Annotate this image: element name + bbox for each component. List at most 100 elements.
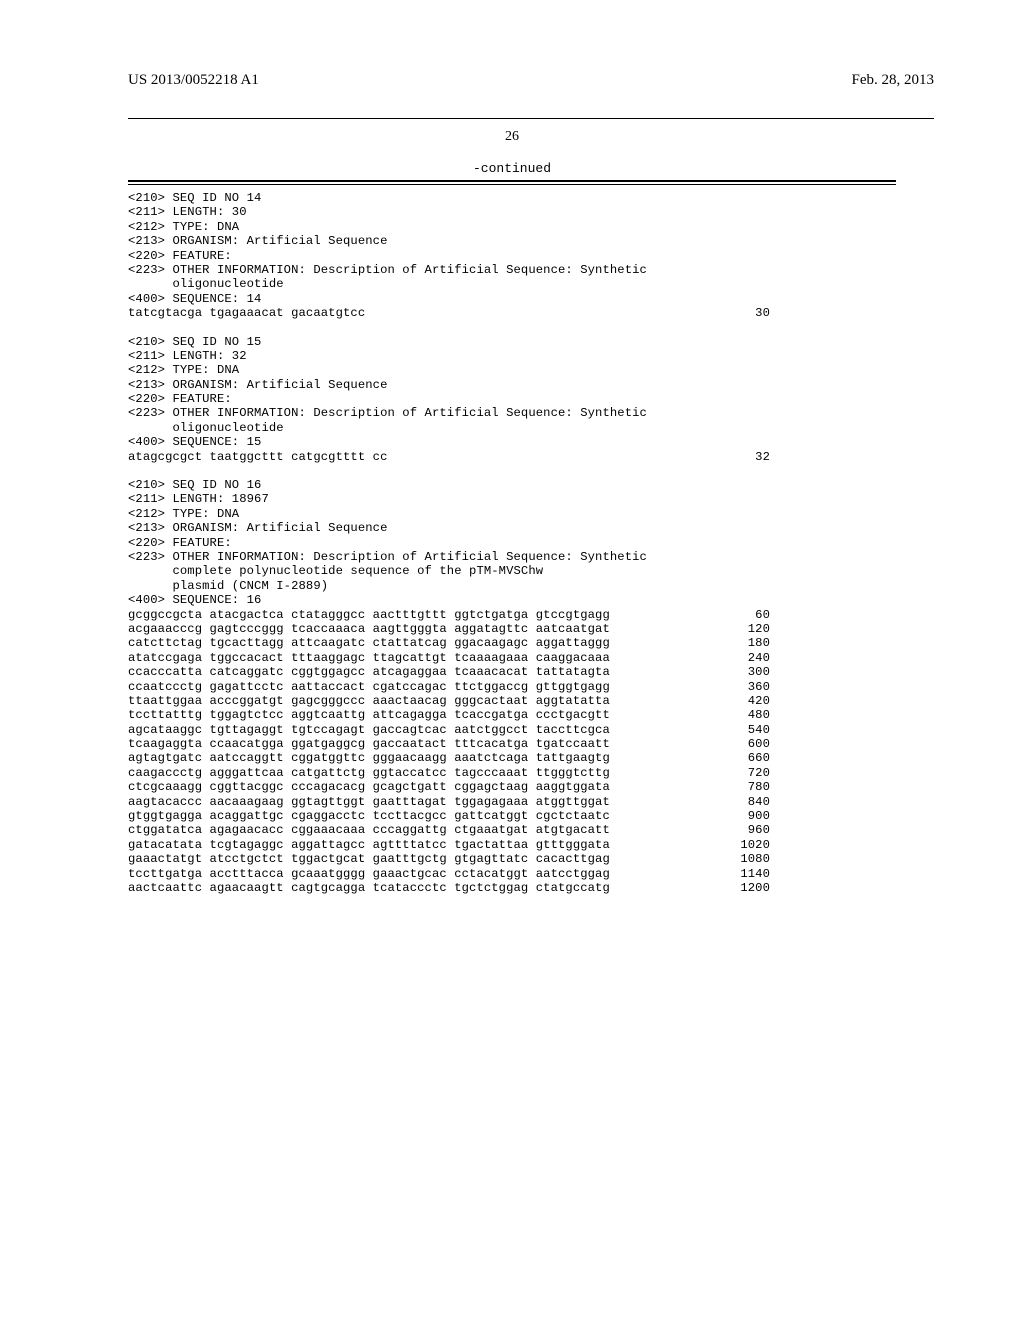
sequence-row: tatcgtacga tgagaaacat gacaatgtcc 30: [128, 306, 770, 320]
sequence-position: 480: [722, 708, 770, 722]
sequence-row: gatacatata tcgtagaggc aggattagcc agtttta…: [128, 838, 770, 852]
sequence-bases: tatcgtacga tgagaaacat gacaatgtcc: [128, 306, 365, 320]
sequence-bases: ccacccatta catcaggatc cggtggagcc atcagag…: [128, 665, 610, 679]
sequence-position: 1080: [722, 852, 770, 866]
sequence-row: tccttatttg tggagtctcc aggtcaattg attcaga…: [128, 708, 770, 722]
sequence-position: 900: [722, 809, 770, 823]
sequence-position: 120: [722, 622, 770, 636]
sequence-bases: aagtacaccc aacaaagaag ggtagttggt gaattta…: [128, 795, 610, 809]
sequence-bases: acgaaacccg gagtcccggg tcaccaaaca aagttgg…: [128, 622, 610, 636]
sequence-bases: gcggccgcta atacgactca ctatagggcc aactttg…: [128, 608, 610, 622]
sequence-position: 60: [722, 608, 770, 622]
sequence-position: 30: [722, 306, 770, 320]
sequence-bases: tccttatttg tggagtctcc aggtcaattg attcaga…: [128, 708, 610, 722]
sequence-header-line: <223> OTHER INFORMATION: Description of …: [128, 406, 896, 420]
sequence-position: 32: [722, 450, 770, 464]
sequence-row: ctggatatca agagaacacc cggaaacaaa cccagga…: [128, 823, 770, 837]
sequence-position: 720: [722, 766, 770, 780]
sequence-position: 1020: [722, 838, 770, 852]
sequence-header-line: <211> LENGTH: 32: [128, 349, 896, 363]
sequence-row: gtggtgagga acaggattgc cgaggacctc tccttac…: [128, 809, 770, 823]
sequence-header-line: oligonucleotide: [128, 421, 896, 435]
sequence-header-line: plasmid (CNCM I-2889): [128, 579, 896, 593]
sequence-label: <400> SEQUENCE: 16: [128, 593, 896, 607]
sequence-header-line: <220> FEATURE:: [128, 249, 896, 263]
publication-number: US 2013/0052218 A1: [128, 72, 259, 89]
sequence-bases: ctcgcaaagg cggttacggc cccagacacg gcagctg…: [128, 780, 610, 794]
sequence-header-line: oligonucleotide: [128, 277, 896, 291]
sequence-header-line: <212> TYPE: DNA: [128, 363, 896, 377]
sequence-bases: catcttctag tgcacttagg attcaagatc ctattat…: [128, 636, 610, 650]
sequence-position: 600: [722, 737, 770, 751]
sequence-listing: <210> SEQ ID NO 14<211> LENGTH: 30<212> …: [0, 185, 1024, 895]
header-rule: [128, 118, 934, 119]
sequence-label: <400> SEQUENCE: 15: [128, 435, 896, 449]
sequence-row: tccttgatga acctttacca gcaaatgggg gaaactg…: [128, 867, 770, 881]
sequence-position: 360: [722, 680, 770, 694]
sequence-bases: agcataaggc tgttagaggt tgtccagagt gaccagt…: [128, 723, 610, 737]
sequence-position: 660: [722, 751, 770, 765]
sequence-position: 780: [722, 780, 770, 794]
sequence-header-line: <213> ORGANISM: Artificial Sequence: [128, 378, 896, 392]
sequence-bases: caagaccctg agggattcaa catgattctg ggtacca…: [128, 766, 610, 780]
sequence-row: atatccgaga tggccacact tttaaggagc ttagcat…: [128, 651, 770, 665]
sequence-row: gaaactatgt atcctgctct tggactgcat gaatttg…: [128, 852, 770, 866]
sequence-position: 300: [722, 665, 770, 679]
sequence-row: aagtacaccc aacaaagaag ggtagttggt gaattta…: [128, 795, 770, 809]
sequence-bases: ctggatatca agagaacacc cggaaacaaa cccagga…: [128, 823, 610, 837]
sequence-header-line: <212> TYPE: DNA: [128, 507, 896, 521]
sequence-position: 1140: [722, 867, 770, 881]
page-number: 26: [0, 129, 1024, 145]
sequence-header-line: <223> OTHER INFORMATION: Description of …: [128, 550, 896, 564]
sequence-header-line: <212> TYPE: DNA: [128, 220, 896, 234]
sequence-header-line: <223> OTHER INFORMATION: Description of …: [128, 263, 896, 277]
sequence-bases: gatacatata tcgtagaggc aggattagcc agtttta…: [128, 838, 610, 852]
sequence-row: caagaccctg agggattcaa catgattctg ggtacca…: [128, 766, 770, 780]
sequence-block: <210> SEQ ID NO 14<211> LENGTH: 30<212> …: [128, 191, 896, 321]
continued-label: -continued: [0, 161, 1024, 176]
sequence-position: 240: [722, 651, 770, 665]
sequence-row: gcggccgcta atacgactca ctatagggcc aactttg…: [128, 608, 770, 622]
sequence-row: ttaattggaa acccggatgt gagcgggccc aaactaa…: [128, 694, 770, 708]
rule-thick: [128, 180, 896, 182]
sequence-header-line: <220> FEATURE:: [128, 536, 896, 550]
sequence-header-line: <210> SEQ ID NO 15: [128, 335, 896, 349]
sequence-position: 180: [722, 636, 770, 650]
sequence-header-line: <210> SEQ ID NO 14: [128, 191, 896, 205]
sequence-bases: ccaatccctg gagattcctc aattaccact cgatcca…: [128, 680, 610, 694]
sequence-label: <400> SEQUENCE: 14: [128, 292, 896, 306]
publication-date: Feb. 28, 2013: [852, 72, 935, 89]
sequence-header-line: <220> FEATURE:: [128, 392, 896, 406]
sequence-position: 540: [722, 723, 770, 737]
sequence-bases: ttaattggaa acccggatgt gagcgggccc aaactaa…: [128, 694, 610, 708]
sequence-row: acgaaacccg gagtcccggg tcaccaaaca aagttgg…: [128, 622, 770, 636]
sequence-row: catcttctag tgcacttagg attcaagatc ctattat…: [128, 636, 770, 650]
sequence-header-line: <213> ORGANISM: Artificial Sequence: [128, 521, 896, 535]
sequence-row: ccaatccctg gagattcctc aattaccact cgatcca…: [128, 680, 770, 694]
sequence-header-line: <213> ORGANISM: Artificial Sequence: [128, 234, 896, 248]
sequence-row: agtagtgatc aatccaggtt cggatggttc gggaaca…: [128, 751, 770, 765]
sequence-row: agcataaggc tgttagaggt tgtccagagt gaccagt…: [128, 723, 770, 737]
sequence-bases: agtagtgatc aatccaggtt cggatggttc gggaaca…: [128, 751, 610, 765]
sequence-header-line: <211> LENGTH: 30: [128, 205, 896, 219]
sequence-row: atagcgcgct taatggcttt catgcgtttt cc 32: [128, 450, 770, 464]
sequence-bases: aactcaattc agaacaagtt cagtgcagga tcatacc…: [128, 881, 610, 895]
sequence-row: ctcgcaaagg cggttacggc cccagacacg gcagctg…: [128, 780, 770, 794]
sequence-position: 840: [722, 795, 770, 809]
sequence-block: <210> SEQ ID NO 16<211> LENGTH: 18967<21…: [128, 478, 896, 895]
sequence-header-line: <210> SEQ ID NO 16: [128, 478, 896, 492]
sequence-bases: atagcgcgct taatggcttt catgcgtttt cc: [128, 450, 387, 464]
sequence-block: <210> SEQ ID NO 15<211> LENGTH: 32<212> …: [128, 335, 896, 465]
sequence-header-line: <211> LENGTH: 18967: [128, 492, 896, 506]
sequence-header-line: complete polynucleotide sequence of the …: [128, 564, 896, 578]
sequence-row: aactcaattc agaacaagtt cagtgcagga tcatacc…: [128, 881, 770, 895]
sequence-position: 1200: [722, 881, 770, 895]
sequence-bases: gtggtgagga acaggattgc cgaggacctc tccttac…: [128, 809, 610, 823]
sequence-row: tcaagaggta ccaacatgga ggatgaggcg gaccaat…: [128, 737, 770, 751]
sequence-bases: tccttgatga acctttacca gcaaatgggg gaaactg…: [128, 867, 610, 881]
sequence-bases: atatccgaga tggccacact tttaaggagc ttagcat…: [128, 651, 610, 665]
sequence-row: ccacccatta catcaggatc cggtggagcc atcagag…: [128, 665, 770, 679]
sequence-bases: gaaactatgt atcctgctct tggactgcat gaatttg…: [128, 852, 610, 866]
sequence-bases: tcaagaggta ccaacatgga ggatgaggcg gaccaat…: [128, 737, 610, 751]
sequence-position: 960: [722, 823, 770, 837]
